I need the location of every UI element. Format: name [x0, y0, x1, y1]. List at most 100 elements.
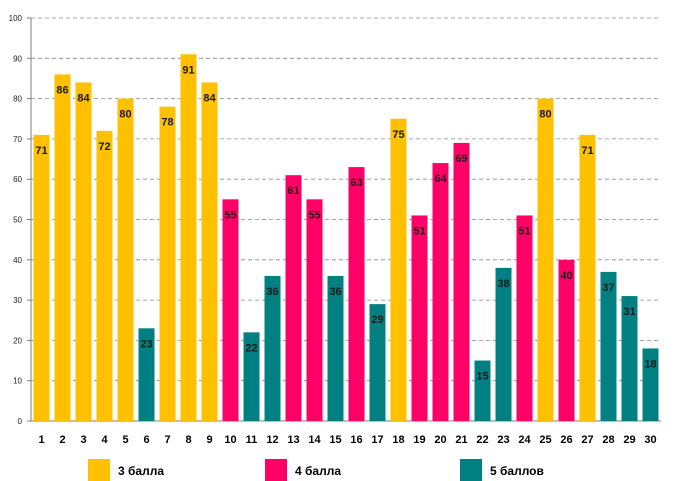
- bar: [537, 98, 554, 421]
- y-tick-label: 90: [13, 54, 22, 63]
- bars: [33, 54, 659, 422]
- data-labels: 71 86 84 72 80 23 78 91 84 55 22 36 61 55 36 63 29 75 51 64…: [35, 64, 656, 382]
- y-tick-label: 50: [13, 216, 22, 225]
- y-tick-labels: 0 10 20 30 40 50 60 70 80 90 100: [9, 14, 23, 426]
- x-tick-label: 5: [122, 434, 128, 446]
- bar: [243, 332, 260, 421]
- x-tick-label: 4: [101, 434, 108, 446]
- legend-label: 3 балла: [118, 464, 164, 478]
- data-label: 36: [329, 286, 341, 298]
- data-label: 18: [644, 358, 656, 370]
- bar: [306, 199, 323, 421]
- data-label: 75: [392, 129, 404, 141]
- y-tick-label: 30: [13, 296, 22, 305]
- data-label: 84: [203, 92, 216, 104]
- y-tick-label: 0: [18, 417, 23, 426]
- x-tick-label: 24: [518, 434, 531, 446]
- x-tick-label: 13: [287, 434, 299, 446]
- data-label: 71: [581, 145, 593, 157]
- data-label: 15: [476, 371, 488, 383]
- legend-label: 4 балла: [295, 464, 341, 478]
- x-tick-label: 28: [602, 434, 614, 446]
- data-label: 80: [539, 109, 551, 121]
- bar: [54, 74, 71, 422]
- data-label: 63: [350, 177, 362, 189]
- bar: [642, 348, 659, 421]
- y-tick-label: 40: [13, 256, 22, 265]
- data-label: 86: [56, 84, 68, 96]
- bar: [453, 142, 470, 421]
- bar: [138, 328, 155, 421]
- bar: [495, 267, 512, 421]
- data-label: 29: [371, 314, 383, 326]
- bar: [411, 215, 428, 421]
- x-tick-label: 9: [206, 434, 212, 446]
- data-label: 51: [413, 225, 425, 237]
- x-tick-label: 16: [350, 434, 362, 446]
- bar: [348, 167, 365, 421]
- x-tick-label: 21: [455, 434, 467, 446]
- legend-label: 5 баллов: [490, 464, 544, 478]
- bar: [285, 175, 302, 421]
- data-label: 22: [245, 342, 257, 354]
- y-tick-label: 70: [13, 135, 22, 144]
- x-tick-label: 20: [434, 434, 446, 446]
- bar: [117, 98, 134, 421]
- x-tick-label: 18: [392, 434, 404, 446]
- data-label: 37: [602, 282, 614, 294]
- x-tick-label: 27: [581, 434, 593, 446]
- x-tick-label: 2: [59, 434, 65, 446]
- bar: [474, 360, 491, 421]
- data-label: 61: [287, 185, 299, 197]
- data-label: 64: [434, 173, 447, 185]
- y-tick-label: 10: [13, 377, 22, 386]
- data-label: 80: [119, 109, 131, 121]
- x-tick-label: 17: [371, 434, 383, 446]
- x-tick-label: 26: [560, 434, 572, 446]
- bar: [159, 106, 176, 421]
- y-tick-label: 80: [13, 95, 22, 104]
- bar: [96, 130, 113, 421]
- data-label: 91: [182, 64, 194, 76]
- data-label: 51: [518, 225, 530, 237]
- data-label: 72: [98, 141, 110, 153]
- bar: [33, 134, 50, 421]
- x-tick-label: 30: [644, 434, 656, 446]
- gridlines: [31, 17, 661, 382]
- data-label: 23: [140, 338, 152, 350]
- bar: [264, 275, 281, 421]
- bar: [201, 82, 218, 421]
- bar: [222, 199, 239, 421]
- legend-swatch: [88, 459, 110, 481]
- x-tick-label: 14: [308, 434, 321, 446]
- legend: 3 балла 4 балла 5 баллов: [88, 459, 544, 481]
- bar: [579, 134, 596, 421]
- y-tick-label: 60: [13, 175, 22, 184]
- bar: [621, 296, 638, 421]
- x-tick-label: 15: [329, 434, 341, 446]
- y-tick-label: 20: [13, 336, 22, 345]
- x-tick-label: 6: [143, 434, 149, 446]
- x-tick-label: 3: [80, 434, 86, 446]
- y-tick-label: 100: [9, 14, 23, 23]
- bar: [180, 54, 197, 422]
- bar: [75, 82, 92, 421]
- data-label: 38: [497, 278, 509, 290]
- x-tick-label: 10: [224, 434, 236, 446]
- bar: [327, 275, 344, 421]
- data-label: 55: [308, 209, 320, 221]
- x-tick-label: 1: [38, 434, 44, 446]
- data-label: 55: [224, 209, 236, 221]
- x-tick-label: 7: [164, 434, 170, 446]
- x-tick-label: 11: [246, 434, 258, 446]
- axes: [27, 17, 661, 422]
- x-tick-labels: 1 2 3 4 5 6 7 8 9 10 11 12 13 14 15 16 17 18 19 20 21 22 23 24 2…: [38, 434, 656, 446]
- bar: [390, 118, 407, 421]
- x-tick-label: 29: [623, 434, 635, 446]
- data-label: 69: [455, 153, 467, 165]
- bar: [432, 163, 449, 421]
- x-tick-label: 8: [185, 434, 191, 446]
- data-label: 31: [623, 306, 635, 318]
- data-label: 71: [35, 145, 47, 157]
- legend-swatch: [265, 459, 287, 481]
